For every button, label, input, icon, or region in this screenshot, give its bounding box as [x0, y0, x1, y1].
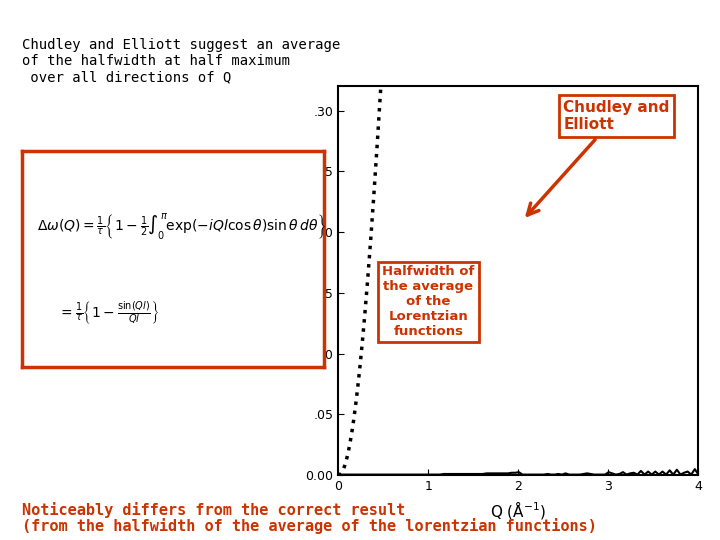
Text: Chudley and
Elliott: Chudley and Elliott [527, 99, 670, 215]
Text: Halfwidth of
the average
of the
Lorentzian
functions: Halfwidth of the average of the Lorentzi… [382, 266, 474, 339]
X-axis label: Q (Å$^{-1}$): Q (Å$^{-1}$) [490, 498, 546, 521]
Text: $= \frac{1}{\tau}\left\{1 - \frac{\sin(Ql)}{Ql}\right\}$: $= \frac{1}{\tau}\left\{1 - \frac{\sin(Q… [58, 300, 159, 326]
Y-axis label: HWHM: HWHM [287, 260, 300, 302]
Text: Noticeably differs from the correct result: Noticeably differs from the correct resu… [22, 502, 405, 518]
Text: (from the halfwidth of the average of the lorentzian functions): (from the halfwidth of the average of th… [22, 518, 596, 535]
Text: $\Delta\omega(Q) = \frac{1}{\tau}\left\{1 - \frac{1}{2}\int_0^{\pi}\exp(-iQl\cos: $\Delta\omega(Q) = \frac{1}{\tau}\left\{… [37, 212, 326, 242]
Text: Chudley and Elliott suggest an average
of the halfwidth at half maximum
 over al: Chudley and Elliott suggest an average o… [22, 38, 340, 84]
